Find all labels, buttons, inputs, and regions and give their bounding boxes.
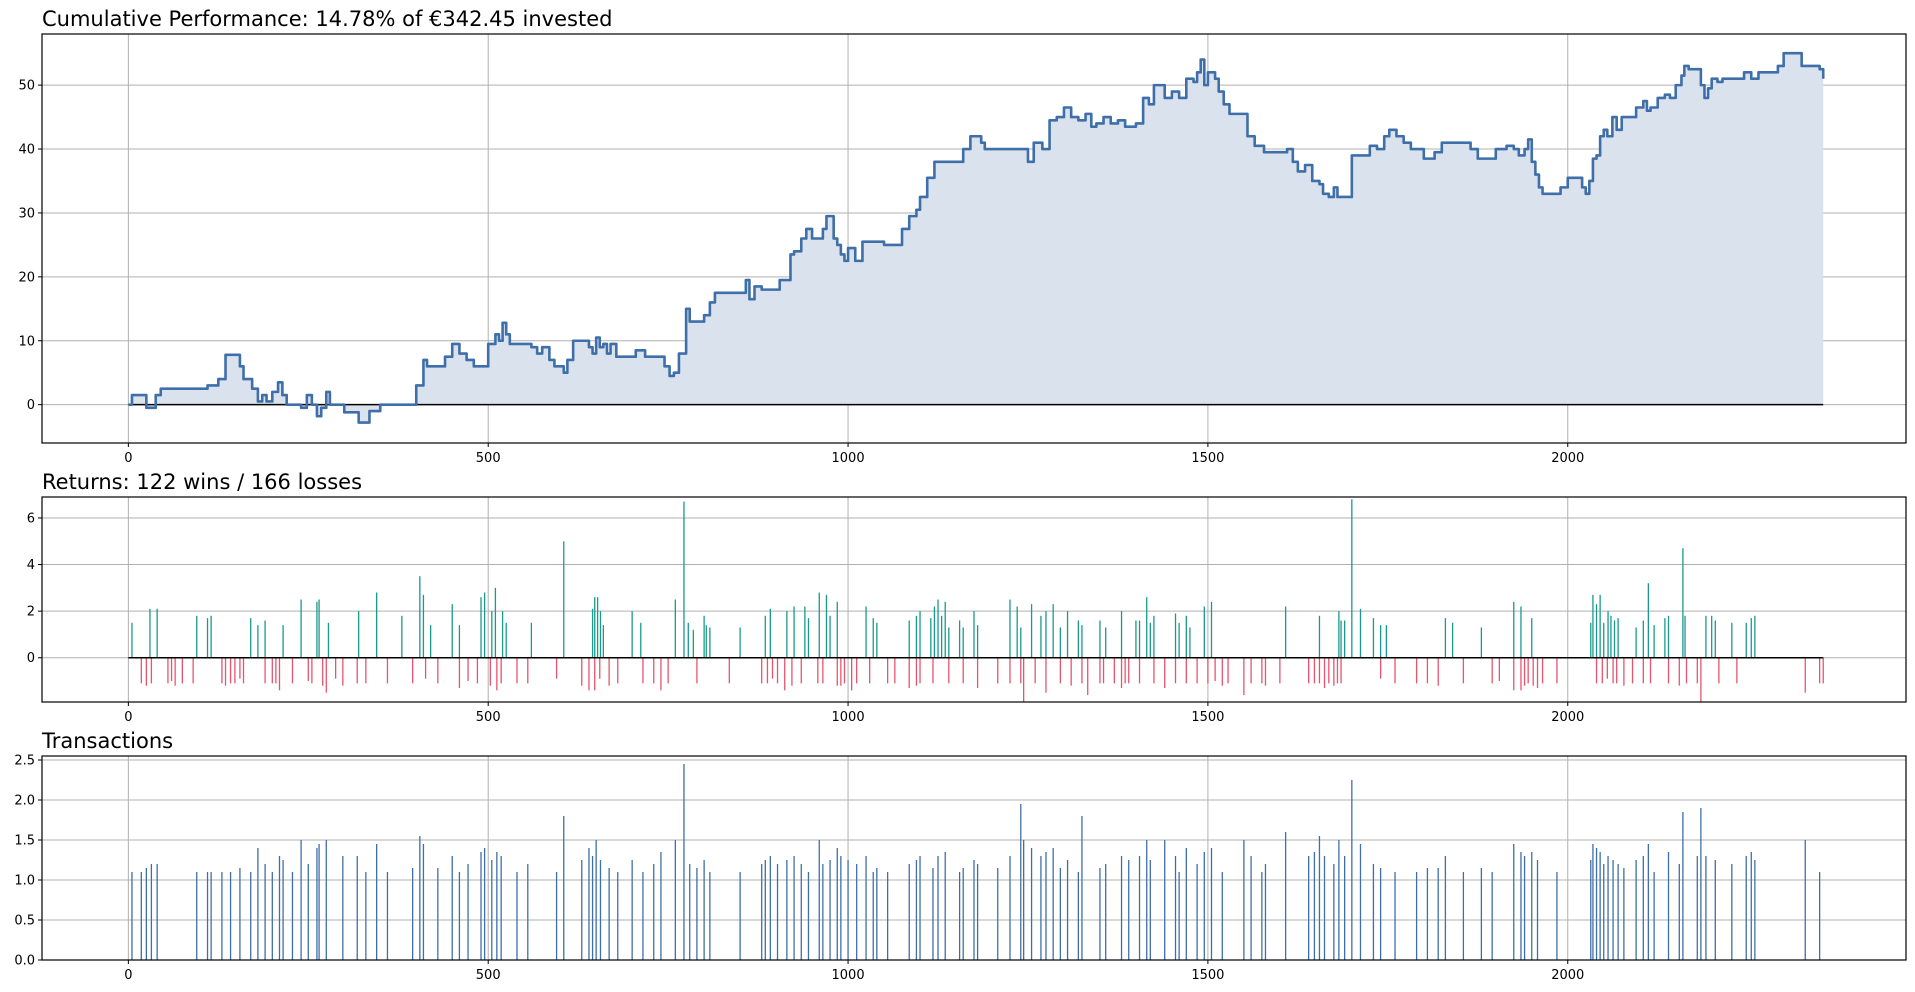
cumulative-performance-panel: Cumulative Performance: 14.78% of €342.4… [18,7,1907,466]
plot-area [131,764,1821,960]
y-tick-label: 4 [27,558,35,573]
x-tick-label: 500 [476,451,501,466]
y-tick-label: 0.5 [14,914,35,929]
x-tick-label: 1500 [1191,968,1224,983]
x-tick-label: 500 [476,710,501,725]
y-tick-label: 30 [18,206,35,221]
y-tick-label: 2 [27,605,35,620]
y-tick-label: 0.0 [14,954,35,969]
axes-frame [41,33,1907,444]
returns-title: Returns: 122 wins / 166 losses [42,470,362,494]
x-tick-label: 0 [124,968,132,983]
ticks: 0 500 1000 1500 2000 0.0 0.5 1.0 1.5 2.0 2.5 [14,754,1584,984]
grid [42,497,1906,702]
x-tick-label: 1000 [832,968,865,983]
transactions-panel: Transactions 0 500 1000 1500 2000 0.0 0.5 1.0 1.… [14,729,1907,984]
x-tick-label: 2000 [1551,710,1584,725]
axes-frame [41,755,1907,961]
y-tick-label: 0 [27,398,35,413]
x-tick-label: 0 [124,710,132,725]
y-tick-label: 0 [27,651,35,666]
x-tick-label: 0 [124,451,132,466]
y-tick-label: 6 [27,511,35,526]
plot-area [128,51,1825,424]
ticks: 0 500 1000 1500 2000 0 2 4 6 [27,511,1585,725]
x-tick-label: 2000 [1551,451,1584,466]
x-tick-label: 500 [476,968,501,983]
y-tick-label: 2.0 [14,794,35,809]
x-tick-label: 1000 [832,451,865,466]
y-tick-label: 10 [18,334,35,349]
y-tick-label: 1.0 [14,874,35,889]
x-tick-label: 1000 [832,710,865,725]
axes-frame [41,496,1907,703]
x-tick-label: 1500 [1191,710,1224,725]
plot-area [128,499,1824,702]
returns-panel: Returns: 122 wins / 166 losses 0 500 1000 1… [27,470,1907,725]
y-tick-label: 20 [18,270,35,285]
ticks: 0 500 1000 1500 2000 0 10 20 30 40 50 [18,79,1584,466]
performance-area [128,53,1824,423]
x-tick-label: 2000 [1551,968,1584,983]
transactions-title: Transactions [41,729,173,753]
performance-line [128,51,1825,424]
y-tick-label: 50 [18,79,35,94]
y-tick-label: 40 [18,143,35,158]
y-tick-label: 1.5 [14,834,35,849]
y-tick-label: 2.5 [14,754,35,769]
x-tick-label: 1500 [1191,451,1224,466]
cumulative-performance-title: Cumulative Performance: 14.78% of €342.4… [42,7,612,31]
